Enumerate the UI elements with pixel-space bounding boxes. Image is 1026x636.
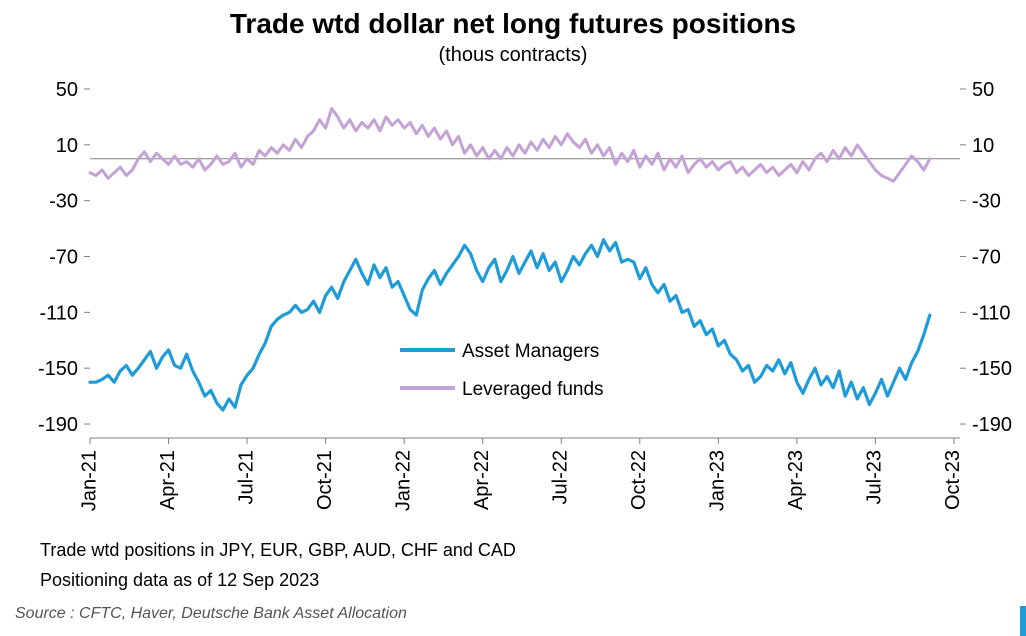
legend-asset-managers: Asset Managers [462,341,599,362]
svg-text:Oct-22: Oct-22 [628,450,650,510]
svg-text:Oct-23: Oct-23 [942,450,964,510]
accent-bar [1020,606,1026,636]
footnote-1: Trade wtd positions in JPY, EUR, GBP, AU… [40,540,516,561]
svg-text:Jul-23: Jul-23 [864,450,886,504]
svg-text:-150: -150 [38,358,78,380]
svg-text:-110: -110 [972,302,1011,324]
svg-text:Apr-21: Apr-21 [157,450,179,510]
svg-text:-150: -150 [972,358,1012,380]
svg-text:Jan-21: Jan-21 [78,450,100,511]
series-leveraged-funds [90,109,930,182]
svg-text:Jul-22: Jul-22 [550,450,572,504]
svg-text:-190: -190 [38,414,78,436]
chart-container: Trade wtd dollar net long futures positi… [0,0,1026,636]
svg-text:50: 50 [56,79,78,101]
legend-leveraged-funds: Leveraged funds [462,379,604,400]
svg-text:Jan-23: Jan-23 [707,450,729,511]
svg-text:Apr-23: Apr-23 [785,450,807,510]
svg-text:-110: -110 [39,302,78,324]
footnote-2: Positioning data as of 12 Sep 2023 [40,570,319,591]
svg-text:50: 50 [972,79,994,101]
svg-text:-30: -30 [972,191,1001,213]
svg-text:10: 10 [56,135,78,157]
svg-text:Apr-22: Apr-22 [471,450,493,510]
svg-text:-70: -70 [972,247,1001,269]
svg-text:Jul-21: Jul-21 [235,450,257,504]
svg-text:-30: -30 [49,191,78,213]
svg-text:-190: -190 [972,414,1012,436]
svg-text:10: 10 [972,135,994,157]
svg-text:Jan-22: Jan-22 [392,450,414,511]
svg-text:-70: -70 [49,247,78,269]
svg-text:Oct-21: Oct-21 [314,450,336,510]
source-text: Source : CFTC, Haver, Deutsche Bank Asse… [15,605,407,623]
